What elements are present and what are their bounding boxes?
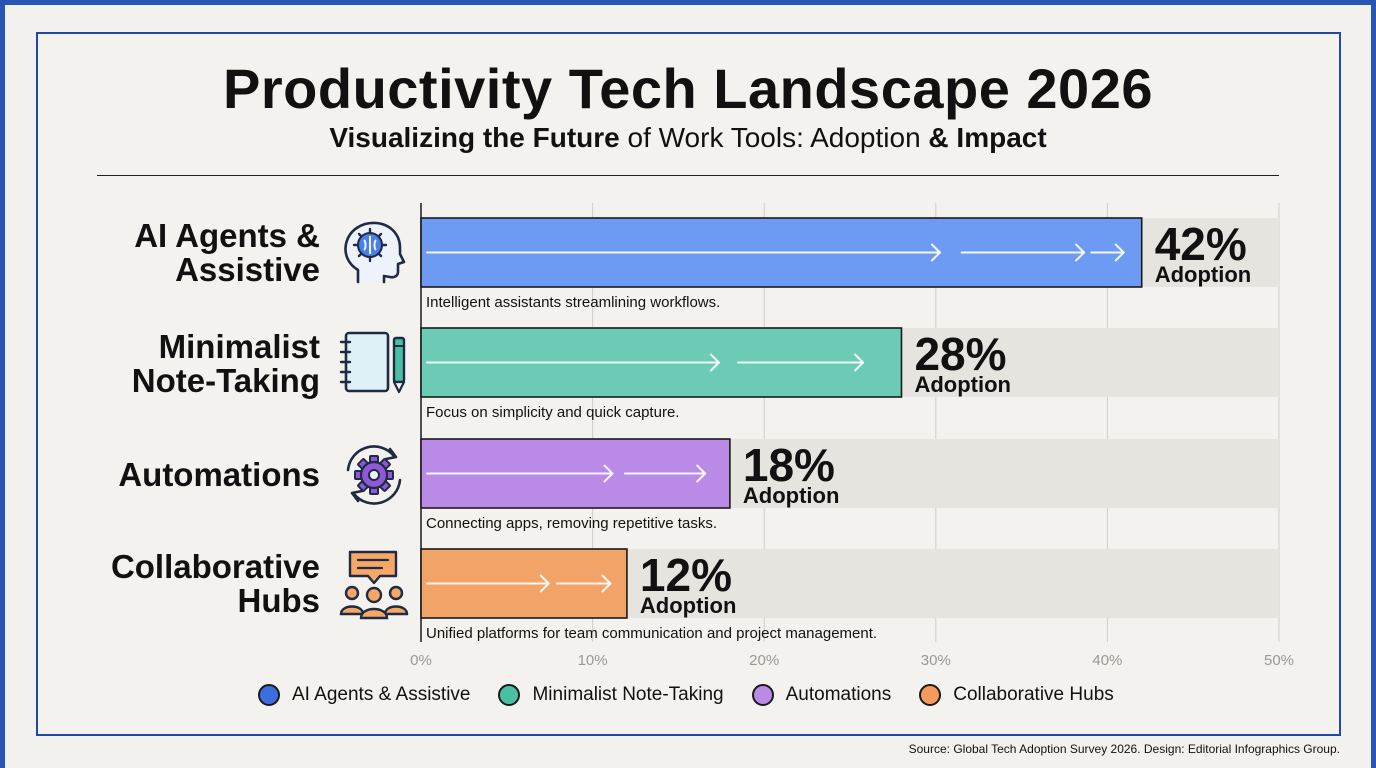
legend-swatch xyxy=(919,684,942,706)
x-tick-label: 30% xyxy=(921,652,951,669)
bar-arrowhead xyxy=(1075,243,1086,262)
legend-label: AI Agents & Assistive xyxy=(292,684,471,705)
category-label-line: Minimalist xyxy=(158,328,320,365)
legend-swatch xyxy=(258,684,280,706)
bar-arrowhead xyxy=(603,464,614,483)
data-label-caption: Adoption xyxy=(743,483,840,508)
chart-subtitle: Visualizing the Future of Work Tools: Ad… xyxy=(0,122,1376,154)
team-chat-icon xyxy=(339,550,409,620)
legend-label: Collaborative Hubs xyxy=(953,684,1114,705)
x-tick-label: 0% xyxy=(410,652,432,669)
data-label-value: 18% xyxy=(743,439,835,491)
data-label-caption: Adoption xyxy=(1155,262,1252,287)
bar-arrowhead xyxy=(930,243,941,262)
x-tick-label: 10% xyxy=(578,652,608,669)
bar-description: Intelligent assistants streamlining work… xyxy=(426,294,720,311)
data-label-value: 12% xyxy=(640,549,732,601)
data-label-caption: Adoption xyxy=(640,593,737,618)
category-label-automations: Automations xyxy=(20,458,320,492)
category-label-line: Collaborative xyxy=(110,548,320,585)
subtitle-part-2: of Work Tools: Adoption xyxy=(619,122,929,153)
x-tick-label: 40% xyxy=(1092,652,1122,669)
data-label-value: 28% xyxy=(914,328,1006,380)
subtitle-part-3: & Impact xyxy=(928,122,1047,153)
subtitle-part-1: Visualizing the Future xyxy=(329,122,620,153)
category-label-line: Note-Taking xyxy=(131,362,320,399)
bar-arrowhead xyxy=(854,353,865,372)
bar-description: Connecting apps, removing repetitive tas… xyxy=(426,515,717,532)
chart-title: Productivity Tech Landscape 2026 xyxy=(223,57,1153,120)
legend-label: Minimalist Note-Taking xyxy=(532,684,724,705)
legend-swatch xyxy=(751,684,774,706)
data-label-caption: Adoption xyxy=(914,372,1011,397)
bar-description: Unified platforms for team communication… xyxy=(426,625,877,642)
category-label-line: Automations xyxy=(118,456,320,493)
legend-item-notes: Minimalist Note-Taking xyxy=(498,684,724,706)
x-tick-label: 50% xyxy=(1264,652,1294,669)
x-tick-label: 20% xyxy=(749,652,779,669)
bar-arrowhead xyxy=(601,574,612,593)
category-label-line: Assistive xyxy=(175,251,320,288)
bar-description: Focus on simplicity and quick capture. xyxy=(426,404,679,421)
title-divider xyxy=(97,175,1279,176)
data-label-value: 42% xyxy=(1155,218,1247,270)
notebook-pen-icon xyxy=(339,331,406,394)
category-label-line: AI Agents & xyxy=(134,217,320,254)
brain-head-icon xyxy=(344,221,406,284)
legend-label: Automations xyxy=(785,684,892,705)
category-label-notes: Minimalist Note-Taking xyxy=(20,330,320,398)
category-label-line: Hubs xyxy=(237,582,321,619)
legend-item-automations: Automations xyxy=(751,684,892,706)
bar-arrowhead xyxy=(539,574,550,593)
legend: AI Agents & Assistive Minimalist Note-Ta… xyxy=(258,680,1142,710)
category-label-hubs: Collaborative Hubs xyxy=(20,550,320,618)
gear-cycle-icon xyxy=(346,445,402,505)
bar-arrowhead xyxy=(696,464,707,483)
bar-arrowhead xyxy=(1114,243,1125,262)
legend-swatch xyxy=(498,684,521,706)
bar-arrowhead xyxy=(709,353,720,372)
legend-item-hubs: Collaborative Hubs xyxy=(919,684,1114,706)
legend-item-ai: AI Agents & Assistive xyxy=(258,684,470,706)
category-label-ai: AI Agents & Assistive xyxy=(20,219,320,287)
source-note: Source: Global Tech Adoption Survey 2026… xyxy=(908,742,1340,756)
